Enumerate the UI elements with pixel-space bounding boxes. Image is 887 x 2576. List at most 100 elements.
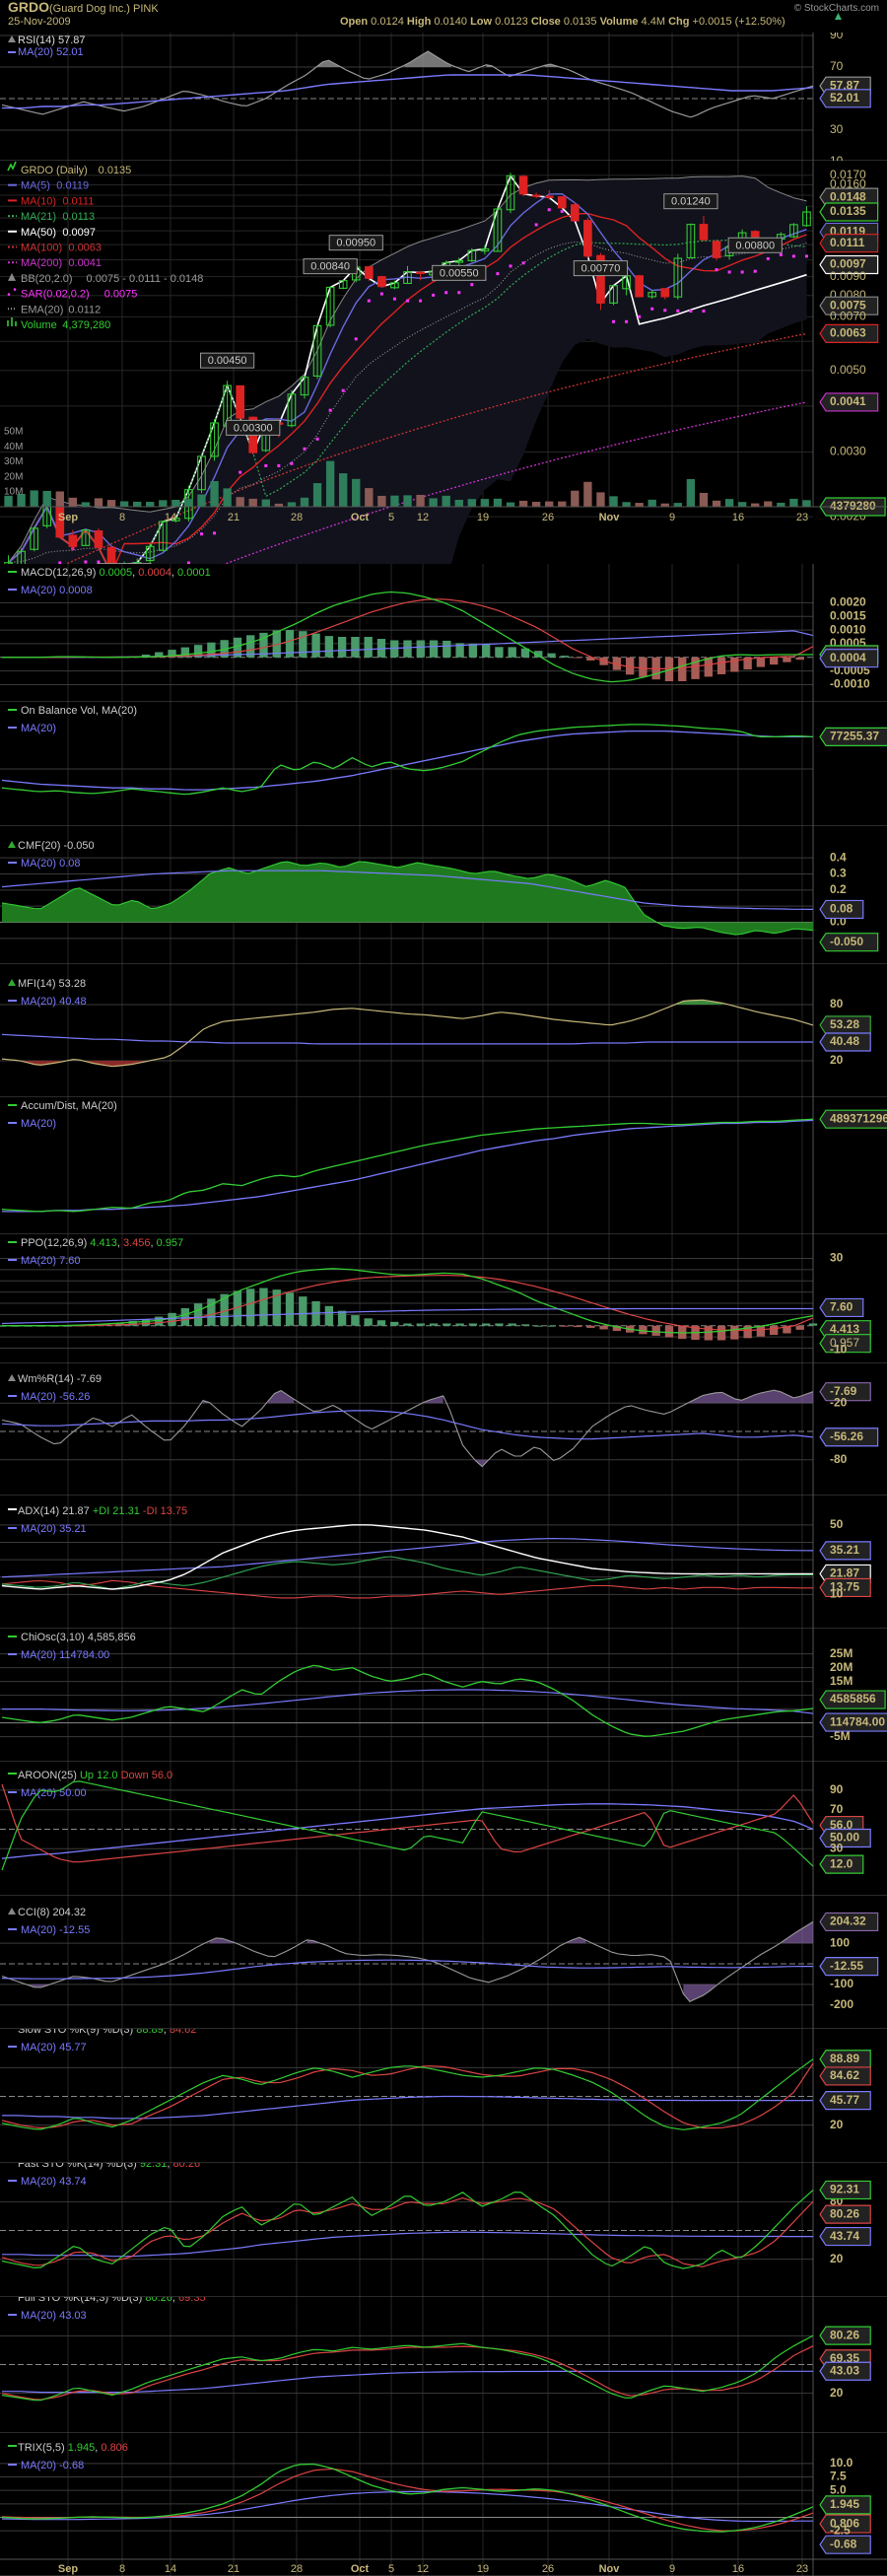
svg-text:43.74: 43.74 bbox=[830, 2229, 859, 2243]
svg-text:MA(20) 52.01: MA(20) 52.01 bbox=[18, 46, 84, 58]
svg-text:0.0070: 0.0070 bbox=[830, 310, 866, 323]
svg-text:43.03: 43.03 bbox=[830, 2363, 859, 2377]
svg-text:PPO(12,26,9) 4.413, 3.456, 0.9: PPO(12,26,9) 4.413, 3.456, 0.957 bbox=[21, 1237, 183, 1249]
svg-text:28: 28 bbox=[291, 512, 303, 523]
svg-text:MA(5): MA(5) bbox=[21, 180, 50, 192]
svg-text:0.00550: 0.00550 bbox=[440, 267, 479, 279]
svg-text:0.2: 0.2 bbox=[830, 882, 847, 896]
svg-text:9: 9 bbox=[669, 2563, 675, 2575]
svg-text:Nov: Nov bbox=[599, 512, 621, 523]
svg-text:0.0075 - 0.0111 - 0.0148: 0.0075 - 0.0111 - 0.0148 bbox=[87, 273, 204, 285]
svg-text:20M: 20M bbox=[4, 471, 23, 482]
svg-text:0.0075: 0.0075 bbox=[104, 289, 138, 301]
svg-text:MA(20): MA(20) bbox=[21, 1118, 56, 1130]
svg-text:25M: 25M bbox=[830, 1646, 853, 1660]
svg-text:SAR(0.02,0.2): SAR(0.02,0.2) bbox=[21, 289, 90, 301]
svg-text:30M: 30M bbox=[4, 456, 23, 467]
svg-text:0.0148: 0.0148 bbox=[830, 189, 866, 203]
svg-text:-200: -200 bbox=[830, 1997, 853, 2011]
svg-text:0.0004: 0.0004 bbox=[830, 651, 866, 664]
svg-text:70: 70 bbox=[830, 59, 844, 73]
svg-text:Sep: Sep bbox=[58, 2563, 78, 2575]
svg-text:-5M: -5M bbox=[830, 1729, 851, 1743]
svg-text:10: 10 bbox=[830, 1587, 844, 1601]
svg-text:35.21: 35.21 bbox=[830, 1543, 859, 1557]
svg-text:26: 26 bbox=[542, 2563, 554, 2575]
svg-text:28: 28 bbox=[291, 2563, 303, 2575]
svg-text:GRDO: GRDO bbox=[8, 0, 49, 15]
svg-text:92.31: 92.31 bbox=[830, 2183, 859, 2196]
svg-text:0.08: 0.08 bbox=[830, 902, 853, 916]
svg-text:9: 9 bbox=[669, 512, 675, 523]
svg-text:-20: -20 bbox=[830, 1395, 848, 1409]
svg-text:Wm%R(14) -7.69: Wm%R(14) -7.69 bbox=[18, 1373, 102, 1385]
svg-text:114784.00: 114784.00 bbox=[830, 1714, 885, 1728]
svg-text:-56.26: -56.26 bbox=[830, 1429, 863, 1443]
svg-text:489371296: 489371296 bbox=[830, 1111, 887, 1125]
svg-text:10.0: 10.0 bbox=[830, 2456, 853, 2470]
svg-text:0.0135: 0.0135 bbox=[830, 204, 866, 218]
svg-text:MA(20) 114784.00: MA(20) 114784.00 bbox=[21, 1649, 109, 1661]
svg-text:80.26: 80.26 bbox=[830, 2206, 859, 2220]
svg-text:7.60: 7.60 bbox=[830, 1300, 853, 1314]
svg-text:21: 21 bbox=[228, 2563, 239, 2575]
svg-text:7.5: 7.5 bbox=[830, 2470, 847, 2483]
svg-text:50M: 50M bbox=[4, 427, 23, 438]
svg-text:8: 8 bbox=[119, 512, 125, 523]
svg-text:19: 19 bbox=[477, 2563, 489, 2575]
svg-text:40.48: 40.48 bbox=[830, 1034, 859, 1048]
svg-text:16: 16 bbox=[732, 2563, 744, 2575]
svg-text:80.26: 80.26 bbox=[830, 2328, 859, 2341]
svg-text:0.4: 0.4 bbox=[830, 850, 847, 864]
svg-text:Nov: Nov bbox=[599, 2563, 621, 2575]
svg-text:MA(20) 7.60: MA(20) 7.60 bbox=[21, 1255, 81, 1267]
svg-text:MA(20) 43.74: MA(20) 43.74 bbox=[21, 2176, 87, 2188]
svg-text:12: 12 bbox=[417, 512, 429, 523]
svg-text:23: 23 bbox=[796, 512, 808, 523]
svg-text:-100: -100 bbox=[830, 1977, 853, 1990]
svg-text:MA(20) -0.68: MA(20) -0.68 bbox=[21, 2460, 84, 2472]
svg-text:0.00300: 0.00300 bbox=[234, 422, 273, 434]
svg-text:0.0111: 0.0111 bbox=[830, 236, 865, 249]
svg-text:90: 90 bbox=[830, 1782, 844, 1796]
svg-text:0.00770: 0.00770 bbox=[581, 263, 621, 275]
svg-text:53.28: 53.28 bbox=[830, 1017, 859, 1031]
svg-text:-0.050: -0.050 bbox=[830, 935, 863, 948]
svg-text:12.0: 12.0 bbox=[830, 1856, 853, 1870]
svg-text:MA(20) 0.0008: MA(20) 0.0008 bbox=[21, 585, 93, 596]
svg-text:5: 5 bbox=[388, 2563, 394, 2575]
svg-text:15M: 15M bbox=[830, 1674, 853, 1688]
svg-text:MA(100): MA(100) bbox=[21, 243, 62, 254]
svg-text:0.0135: 0.0135 bbox=[99, 165, 132, 176]
svg-text:30: 30 bbox=[830, 1251, 844, 1265]
svg-text:MA(20) -56.26: MA(20) -56.26 bbox=[21, 1391, 90, 1403]
svg-text:4.413: 4.413 bbox=[830, 1322, 859, 1336]
svg-text:Volume: Volume bbox=[21, 319, 57, 331]
svg-text:MA(20) 35.21: MA(20) 35.21 bbox=[21, 1523, 87, 1535]
svg-text:204.32: 204.32 bbox=[830, 1915, 866, 1928]
svg-text:14: 14 bbox=[165, 512, 176, 523]
svg-text:On Balance Vol, MA(20): On Balance Vol, MA(20) bbox=[21, 705, 137, 717]
svg-text:16: 16 bbox=[732, 512, 744, 523]
svg-text:20: 20 bbox=[830, 1053, 844, 1067]
svg-text:0.0063: 0.0063 bbox=[68, 243, 102, 254]
svg-text:8: 8 bbox=[119, 2563, 125, 2575]
svg-text:RSI(14) 57.87: RSI(14) 57.87 bbox=[18, 35, 85, 46]
svg-text:20M: 20M bbox=[830, 1660, 853, 1674]
svg-text:MA(20) -12.55: MA(20) -12.55 bbox=[21, 1924, 90, 1936]
svg-text:0.0050: 0.0050 bbox=[830, 363, 866, 377]
svg-text:-2.5: -2.5 bbox=[830, 2523, 851, 2537]
svg-text:0.3: 0.3 bbox=[830, 867, 847, 880]
svg-text:0.0090: 0.0090 bbox=[830, 269, 866, 283]
svg-text:1.945: 1.945 bbox=[830, 2497, 859, 2511]
svg-text:Oct: Oct bbox=[351, 2563, 370, 2575]
svg-text:88.89: 88.89 bbox=[830, 2052, 859, 2065]
svg-text:0.0063: 0.0063 bbox=[830, 326, 866, 340]
svg-text:ADX(14) 21.87 +DI 21.31 -DI 13: ADX(14) 21.87 +DI 21.31 -DI 13.75 bbox=[18, 1505, 187, 1517]
svg-text:0.00450: 0.00450 bbox=[208, 355, 247, 367]
svg-text:0.0112: 0.0112 bbox=[68, 304, 101, 315]
svg-text:26: 26 bbox=[542, 512, 554, 523]
svg-text:84.62: 84.62 bbox=[830, 2068, 859, 2082]
svg-text:MA(21): MA(21) bbox=[21, 211, 56, 223]
svg-text:MA(20): MA(20) bbox=[21, 723, 56, 734]
